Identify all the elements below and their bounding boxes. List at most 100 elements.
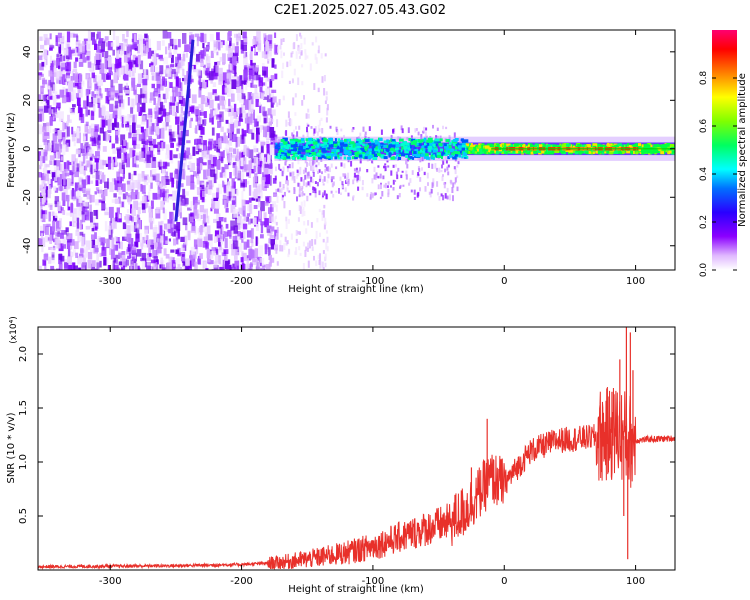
trace-pixel bbox=[301, 157, 307, 160]
noise-pixel bbox=[98, 40, 103, 44]
noise-pixel bbox=[107, 118, 112, 127]
noise-pixel bbox=[195, 109, 199, 117]
trace-halo-pixel bbox=[380, 129, 383, 135]
noise-pixel bbox=[196, 163, 200, 174]
trace-pixel bbox=[558, 149, 562, 153]
noise-pixel bbox=[287, 218, 290, 224]
trace-halo-pixel bbox=[441, 176, 444, 182]
noise-pixel bbox=[142, 78, 148, 86]
noise-pixel bbox=[135, 217, 139, 229]
noise-pixel bbox=[127, 225, 131, 233]
noise-pixel bbox=[157, 161, 160, 168]
noise-pixel bbox=[71, 164, 76, 172]
noise-pixel bbox=[251, 80, 254, 85]
trace-pixel bbox=[396, 153, 399, 157]
noise-pixel bbox=[153, 88, 158, 93]
noise-pixel bbox=[324, 253, 327, 260]
trace-pixel bbox=[461, 155, 464, 159]
trace-pixel bbox=[430, 152, 434, 156]
noise-pixel bbox=[252, 123, 257, 132]
noise-pixel bbox=[50, 265, 55, 270]
trace-halo-pixel bbox=[358, 167, 361, 172]
noise-pixel bbox=[55, 112, 59, 118]
noise-pixel bbox=[113, 257, 117, 263]
noise-pixel bbox=[122, 43, 125, 54]
noise-pixel bbox=[107, 178, 110, 190]
noise-pixel bbox=[115, 57, 119, 69]
noise-pixel bbox=[140, 126, 144, 133]
noise-pixel bbox=[112, 221, 117, 229]
noise-pixel bbox=[91, 239, 96, 249]
noise-pixel bbox=[207, 160, 211, 171]
noise-pixel bbox=[185, 263, 191, 270]
trace-halo-pixel bbox=[456, 186, 459, 192]
noise-pixel bbox=[69, 251, 72, 260]
trace-pixel bbox=[664, 143, 670, 147]
trace-pixel bbox=[377, 153, 381, 156]
noise-pixel bbox=[182, 217, 188, 226]
trace-pixel bbox=[326, 155, 331, 159]
trace-pixel bbox=[656, 143, 660, 147]
trace-pixel bbox=[662, 144, 666, 148]
trace-halo-pixel bbox=[399, 186, 402, 189]
noise-pixel bbox=[58, 111, 64, 122]
noise-pixel bbox=[56, 228, 61, 233]
trace-pixel bbox=[424, 142, 427, 146]
noise-pixel bbox=[94, 191, 97, 195]
trace-pixel bbox=[408, 138, 412, 141]
noise-pixel bbox=[71, 126, 74, 135]
noise-pixel bbox=[258, 184, 262, 193]
noise-pixel bbox=[221, 226, 224, 235]
noise-pixel bbox=[165, 88, 169, 99]
noise-pixel bbox=[260, 268, 265, 270]
noise-pixel bbox=[64, 47, 68, 59]
trace-halo-pixel bbox=[293, 187, 296, 190]
trace-pixel bbox=[607, 143, 613, 147]
noise-pixel bbox=[260, 93, 265, 100]
noise-pixel bbox=[126, 209, 130, 214]
colorbar-tick-label: 0.4 bbox=[699, 167, 709, 182]
noise-pixel bbox=[85, 121, 89, 126]
trace-pixel bbox=[298, 147, 303, 151]
noise-pixel bbox=[266, 144, 272, 154]
noise-pixel bbox=[239, 243, 243, 253]
noise-pixel bbox=[141, 102, 146, 113]
noise-pixel bbox=[225, 119, 229, 124]
noise-pixel bbox=[231, 228, 235, 235]
noise-pixel bbox=[214, 247, 218, 253]
trace-pixel bbox=[306, 141, 311, 145]
noise-pixel bbox=[69, 213, 75, 217]
noise-pixel bbox=[233, 162, 237, 166]
noise-pixel bbox=[196, 53, 200, 62]
noise-pixel bbox=[156, 126, 160, 135]
noise-pixel bbox=[117, 267, 120, 270]
noise-pixel bbox=[207, 92, 213, 100]
noise-pixel bbox=[241, 235, 244, 243]
noise-pixel bbox=[53, 185, 57, 191]
trace-halo-pixel bbox=[456, 164, 459, 168]
noise-pixel bbox=[38, 113, 42, 122]
noise-pixel bbox=[175, 102, 179, 114]
noise-pixel bbox=[146, 240, 150, 248]
noise-pixel bbox=[275, 248, 278, 254]
noise-pixel bbox=[218, 241, 221, 247]
trace-pixel bbox=[656, 150, 660, 153]
noise-pixel bbox=[135, 263, 138, 270]
trace-pixel bbox=[405, 153, 409, 156]
noise-pixel bbox=[99, 252, 102, 257]
noise-pixel bbox=[38, 145, 42, 149]
noise-pixel bbox=[236, 251, 240, 256]
noise-pixel bbox=[196, 175, 200, 180]
trace-pixel bbox=[337, 156, 341, 160]
trace-pixel bbox=[569, 149, 573, 153]
noise-pixel bbox=[40, 202, 43, 209]
noise-pixel bbox=[220, 224, 223, 235]
noise-pixel bbox=[59, 76, 63, 85]
trace-pixel bbox=[439, 138, 443, 142]
snr-ylabel: SNR (10 * v/v) bbox=[6, 412, 17, 483]
noise-pixel bbox=[107, 88, 111, 98]
trace-halo-pixel bbox=[401, 170, 404, 173]
noise-pixel bbox=[177, 124, 180, 135]
noise-pixel bbox=[227, 108, 232, 112]
